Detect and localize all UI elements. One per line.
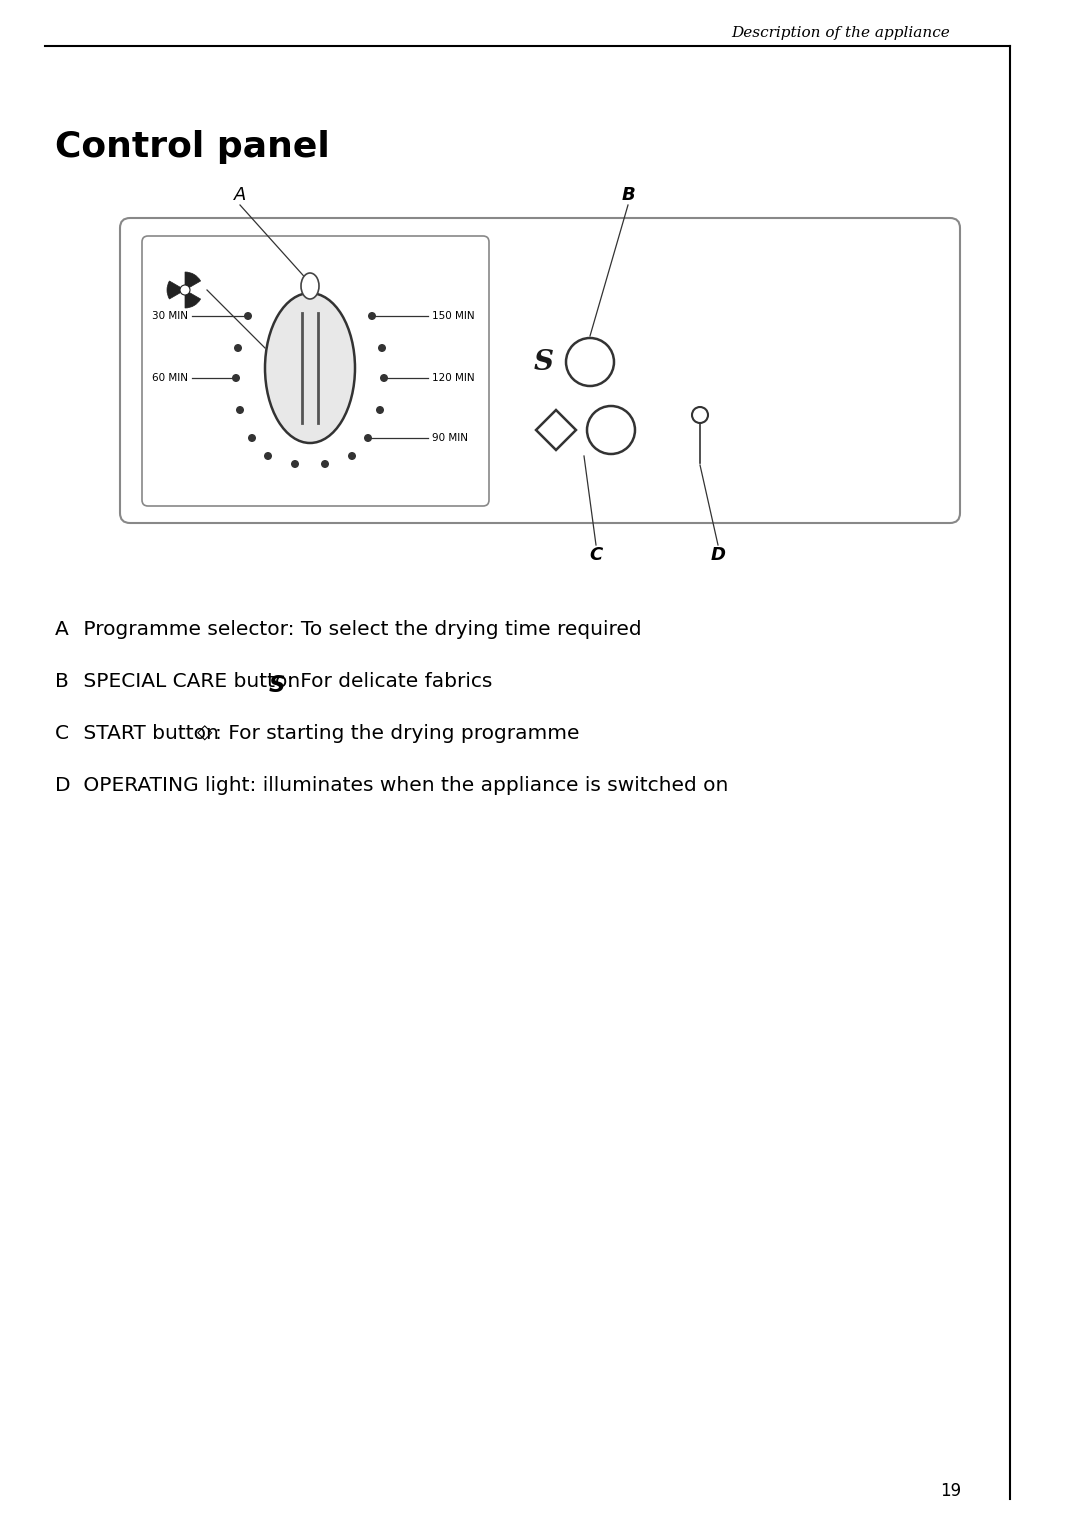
Text: S: S bbox=[269, 674, 285, 697]
Text: D: D bbox=[711, 546, 726, 564]
Text: START button: START button bbox=[77, 725, 226, 743]
Circle shape bbox=[364, 434, 372, 442]
Text: ◇: ◇ bbox=[197, 725, 213, 743]
Text: 30 MIN: 30 MIN bbox=[152, 310, 188, 321]
Text: 150 MIN: 150 MIN bbox=[432, 310, 474, 321]
Circle shape bbox=[232, 375, 240, 382]
Circle shape bbox=[264, 453, 272, 460]
Ellipse shape bbox=[265, 294, 355, 443]
Wedge shape bbox=[185, 272, 201, 291]
Text: : For starting the drying programme: : For starting the drying programme bbox=[215, 725, 580, 743]
Text: Programme selector: To select the drying time required: Programme selector: To select the drying… bbox=[77, 619, 642, 639]
Wedge shape bbox=[185, 291, 201, 307]
Text: D: D bbox=[55, 777, 70, 795]
Circle shape bbox=[321, 460, 329, 468]
Circle shape bbox=[234, 344, 242, 352]
Text: A: A bbox=[55, 619, 69, 639]
Text: 90 MIN: 90 MIN bbox=[432, 433, 468, 443]
Text: 120 MIN: 120 MIN bbox=[432, 373, 474, 382]
FancyBboxPatch shape bbox=[141, 235, 489, 506]
Text: C: C bbox=[590, 546, 603, 564]
Circle shape bbox=[180, 284, 190, 295]
Circle shape bbox=[378, 344, 386, 352]
Circle shape bbox=[237, 407, 244, 414]
Circle shape bbox=[248, 434, 256, 442]
Circle shape bbox=[291, 460, 299, 468]
FancyBboxPatch shape bbox=[120, 219, 960, 523]
Text: Description of the appliance: Description of the appliance bbox=[731, 26, 950, 40]
Circle shape bbox=[692, 407, 708, 424]
Circle shape bbox=[376, 407, 384, 414]
Text: : For delicate fabrics: : For delicate fabrics bbox=[287, 673, 492, 691]
Text: B: B bbox=[621, 187, 635, 203]
Circle shape bbox=[588, 407, 635, 454]
Wedge shape bbox=[167, 281, 185, 300]
Text: SPECIAL CARE button: SPECIAL CARE button bbox=[77, 673, 307, 691]
Text: OPERATING light: illuminates when the appliance is switched on: OPERATING light: illuminates when the ap… bbox=[77, 777, 728, 795]
Text: 60 MIN: 60 MIN bbox=[152, 373, 188, 382]
Circle shape bbox=[368, 312, 376, 320]
Ellipse shape bbox=[301, 274, 319, 300]
Circle shape bbox=[380, 375, 388, 382]
Text: 19: 19 bbox=[940, 1482, 961, 1500]
Circle shape bbox=[348, 453, 356, 460]
Text: B: B bbox=[55, 673, 69, 691]
Text: C: C bbox=[55, 725, 69, 743]
Text: Control panel: Control panel bbox=[55, 130, 329, 164]
Text: A: A bbox=[233, 187, 246, 203]
Text: S: S bbox=[534, 349, 554, 376]
Circle shape bbox=[244, 312, 252, 320]
Polygon shape bbox=[536, 410, 576, 450]
Circle shape bbox=[566, 338, 615, 385]
